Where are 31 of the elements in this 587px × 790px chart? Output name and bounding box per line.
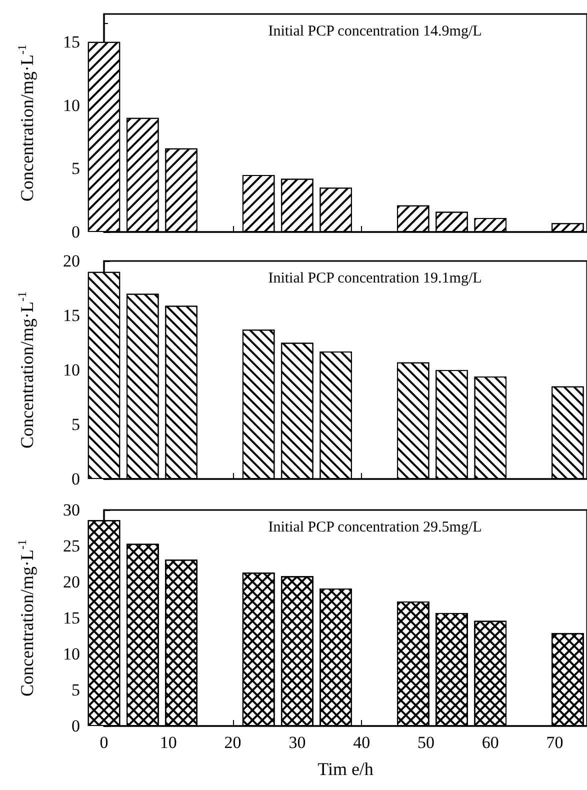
x-tick-label: 10 bbox=[160, 733, 177, 752]
y-tick-label: 30 bbox=[63, 500, 80, 520]
x-tick-label: 0 bbox=[100, 733, 108, 752]
y-axis-title: Concentration/mg·L-1 bbox=[15, 292, 37, 448]
y-tick-label: 0 bbox=[72, 222, 80, 242]
y-tick-label: 5 bbox=[72, 680, 80, 700]
annotation: Initial PCP concentration 29.5mg/L bbox=[268, 520, 482, 536]
y-tick-label: 15 bbox=[63, 306, 80, 325]
y-tick-label: 0 bbox=[72, 470, 80, 488]
y-tick-label: 10 bbox=[63, 96, 80, 115]
y-axis-title: Concentration/mg·L-1 bbox=[15, 540, 37, 696]
y-tick-label: 0 bbox=[72, 716, 80, 736]
y-tick-label: 10 bbox=[63, 360, 80, 380]
x-axis-title: Tim e/h bbox=[318, 759, 374, 779]
y-tick-label: 5 bbox=[72, 415, 80, 434]
y-tick-label: 25 bbox=[63, 536, 80, 556]
x-tick-label: 40 bbox=[353, 733, 370, 752]
y-tick-label: 10 bbox=[63, 644, 80, 664]
x-tick-label: 30 bbox=[288, 733, 306, 752]
x-tick-label: 50 bbox=[418, 733, 434, 752]
x-tick-label: 20 bbox=[224, 733, 242, 752]
y-tick-label: 20 bbox=[63, 572, 80, 592]
annotation: Initial PCP concentration 19.1mg/L bbox=[268, 270, 482, 286]
x-tick-label: 70 bbox=[546, 733, 564, 752]
y-tick-label: 15 bbox=[63, 608, 80, 628]
y-tick-label: 15 bbox=[63, 32, 80, 52]
annotation: Initial PCP concentration 14.9mg/L bbox=[268, 24, 482, 40]
y-tick-label: 20 bbox=[63, 252, 80, 270]
y-axis-title: Concentration/mg·L-1 bbox=[15, 44, 37, 202]
x-tick-label: 60 bbox=[482, 733, 499, 752]
y-tick-label: 5 bbox=[72, 159, 80, 178]
